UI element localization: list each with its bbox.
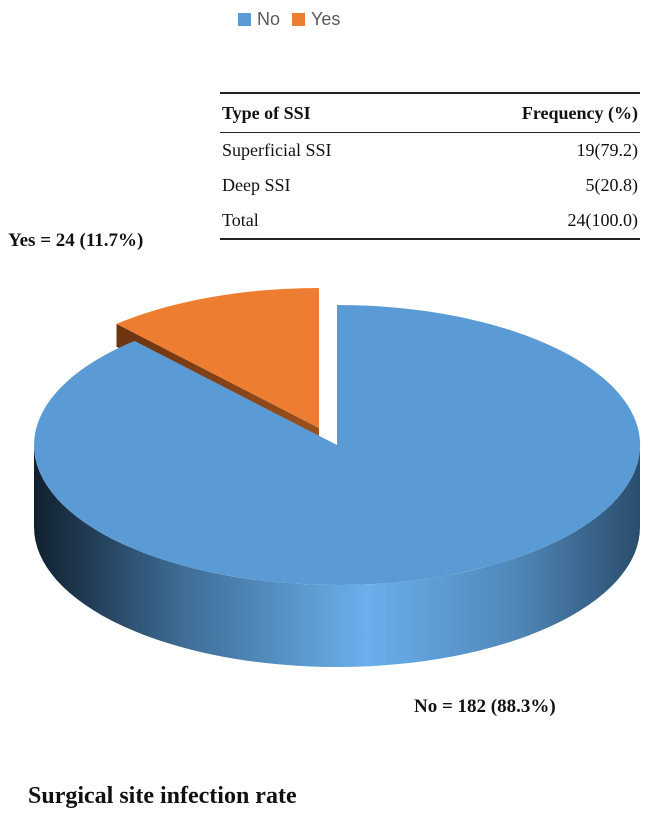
data-label-no: No = 182 (88.3%) — [414, 696, 556, 717]
table-cell-type: Superficial SSI — [222, 140, 332, 160]
table-header-type: Type of SSI — [220, 92, 425, 133]
legend-item-no: No — [238, 9, 280, 30]
table-cell-type: Deep SSI — [222, 175, 291, 195]
table-cell-frequency: 19(79.2) — [576, 140, 639, 160]
legend-swatch-yes — [292, 12, 306, 26]
pie-slice-no — [34, 305, 641, 585]
chart-title: Surgical site infection rate — [28, 783, 297, 809]
legend-swatch-no — [238, 12, 251, 26]
legend-item-yes: Yes — [292, 9, 340, 30]
ssi-type-table: Type of SSI Frequency (%) Superficial SS… — [220, 92, 640, 240]
legend-label-no: No — [257, 8, 281, 29]
table-row: Total 24(100.0) — [220, 203, 640, 240]
pie-slice-no-side — [34, 445, 640, 667]
legend: No Yes — [238, 6, 352, 32]
pie-slice-yes — [116, 288, 319, 428]
legend-label-yes: Yes — [311, 8, 341, 29]
table-row: Deep SSI 5(20.8) — [220, 168, 640, 203]
table-row: Superficial SSI 19(79.2) — [220, 133, 640, 169]
table-cell-frequency: 5(20.8) — [585, 175, 639, 195]
table-header-frequency: Frequency (%) — [424, 92, 640, 133]
table-cell-type: Total — [220, 203, 425, 240]
data-label-yes: Yes = 24 (11.7%) — [8, 230, 144, 251]
table-header-row: Type of SSI Frequency (%) — [220, 92, 640, 133]
table-cell-frequency: 24(100.0) — [424, 203, 640, 240]
